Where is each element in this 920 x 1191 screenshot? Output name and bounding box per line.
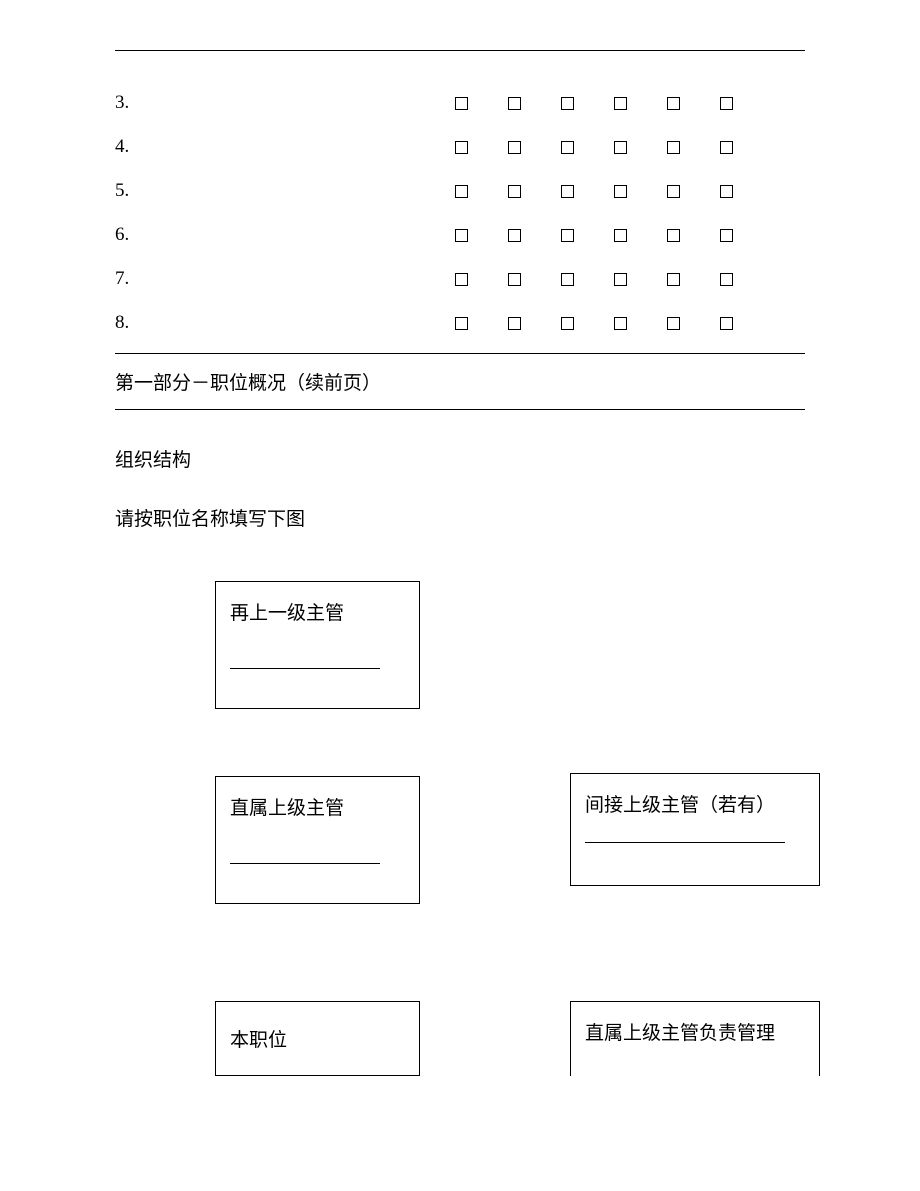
org-box-label: 直属上级主管负责管理 (585, 1018, 805, 1045)
checkbox-row: 6. (115, 213, 805, 257)
checkbox[interactable] (508, 273, 521, 286)
checkbox[interactable] (508, 229, 521, 242)
checkbox[interactable] (720, 273, 733, 286)
checkbox[interactable] (561, 185, 574, 198)
checkbox[interactable] (667, 317, 680, 330)
fill-in-field[interactable] (230, 649, 380, 669)
checkbox[interactable] (455, 229, 468, 242)
org-box-direct-supervisor: 直属上级主管 (215, 776, 420, 904)
fill-in-field[interactable] (230, 844, 380, 864)
checkbox-row: 8. (115, 301, 805, 345)
checkbox-row: 5. (115, 169, 805, 213)
divider-2 (115, 409, 805, 410)
checkbox[interactable] (455, 273, 468, 286)
checkbox-group (455, 185, 738, 198)
top-divider (115, 50, 805, 51)
checkbox[interactable] (455, 97, 468, 110)
checkbox-group (455, 317, 738, 330)
checkbox-group (455, 273, 738, 286)
org-chart: 再上一级主管 直属上级主管 间接上级主管（若有） 本职位 直属上级主管负责管理 (115, 581, 805, 1141)
row-number: 6. (115, 224, 455, 246)
row-number: 8. (115, 312, 455, 334)
org-box-label: 直属上级主管 (230, 793, 405, 820)
checkbox[interactable] (614, 141, 627, 154)
checkbox-group (455, 141, 738, 154)
checkbox[interactable] (614, 229, 627, 242)
checkbox[interactable] (508, 317, 521, 330)
checkbox[interactable] (667, 97, 680, 110)
checkbox[interactable] (455, 141, 468, 154)
checkbox-group (455, 97, 738, 110)
checkbox[interactable] (667, 185, 680, 198)
org-box-indirect-supervisor: 间接上级主管（若有） (570, 773, 820, 886)
row-number: 4. (115, 136, 455, 158)
org-box-label: 本职位 (230, 1025, 287, 1052)
checkbox[interactable] (667, 273, 680, 286)
row-number: 3. (115, 92, 455, 114)
checkbox[interactable] (614, 185, 627, 198)
checkbox[interactable] (508, 97, 521, 110)
checkbox[interactable] (720, 141, 733, 154)
org-box-label: 再上一级主管 (230, 598, 405, 625)
checkbox[interactable] (720, 185, 733, 198)
checkbox-row: 4. (115, 125, 805, 169)
section-title: 第一部分－职位概况（续前页） (115, 354, 805, 409)
checkbox[interactable] (614, 317, 627, 330)
checkbox[interactable] (561, 229, 574, 242)
checkbox[interactable] (455, 185, 468, 198)
row-number: 5. (115, 180, 455, 202)
org-instruction: 请按职位名称填写下图 (115, 504, 805, 531)
checkbox-section: 3. 4. 5. 6. (115, 81, 805, 345)
checkbox[interactable] (455, 317, 468, 330)
checkbox-row: 7. (115, 257, 805, 301)
checkbox[interactable] (720, 97, 733, 110)
checkbox[interactable] (561, 317, 574, 330)
org-box-grandparent-supervisor: 再上一级主管 (215, 581, 420, 709)
checkbox[interactable] (720, 229, 733, 242)
checkbox[interactable] (561, 97, 574, 110)
checkbox[interactable] (561, 273, 574, 286)
org-heading: 组织结构 (115, 445, 805, 472)
fill-in-field[interactable] (585, 842, 785, 843)
checkbox[interactable] (667, 141, 680, 154)
checkbox[interactable] (614, 97, 627, 110)
checkbox[interactable] (561, 141, 574, 154)
org-box-supervisor-manages: 直属上级主管负责管理 (570, 1001, 820, 1076)
checkbox[interactable] (508, 185, 521, 198)
checkbox[interactable] (667, 229, 680, 242)
org-box-label: 间接上级主管（若有） (585, 790, 805, 817)
checkbox[interactable] (720, 317, 733, 330)
org-box-this-position: 本职位 (215, 1001, 420, 1076)
checkbox-group (455, 229, 738, 242)
checkbox[interactable] (508, 141, 521, 154)
row-number: 7. (115, 268, 455, 290)
checkbox-row: 3. (115, 81, 805, 125)
checkbox[interactable] (614, 273, 627, 286)
